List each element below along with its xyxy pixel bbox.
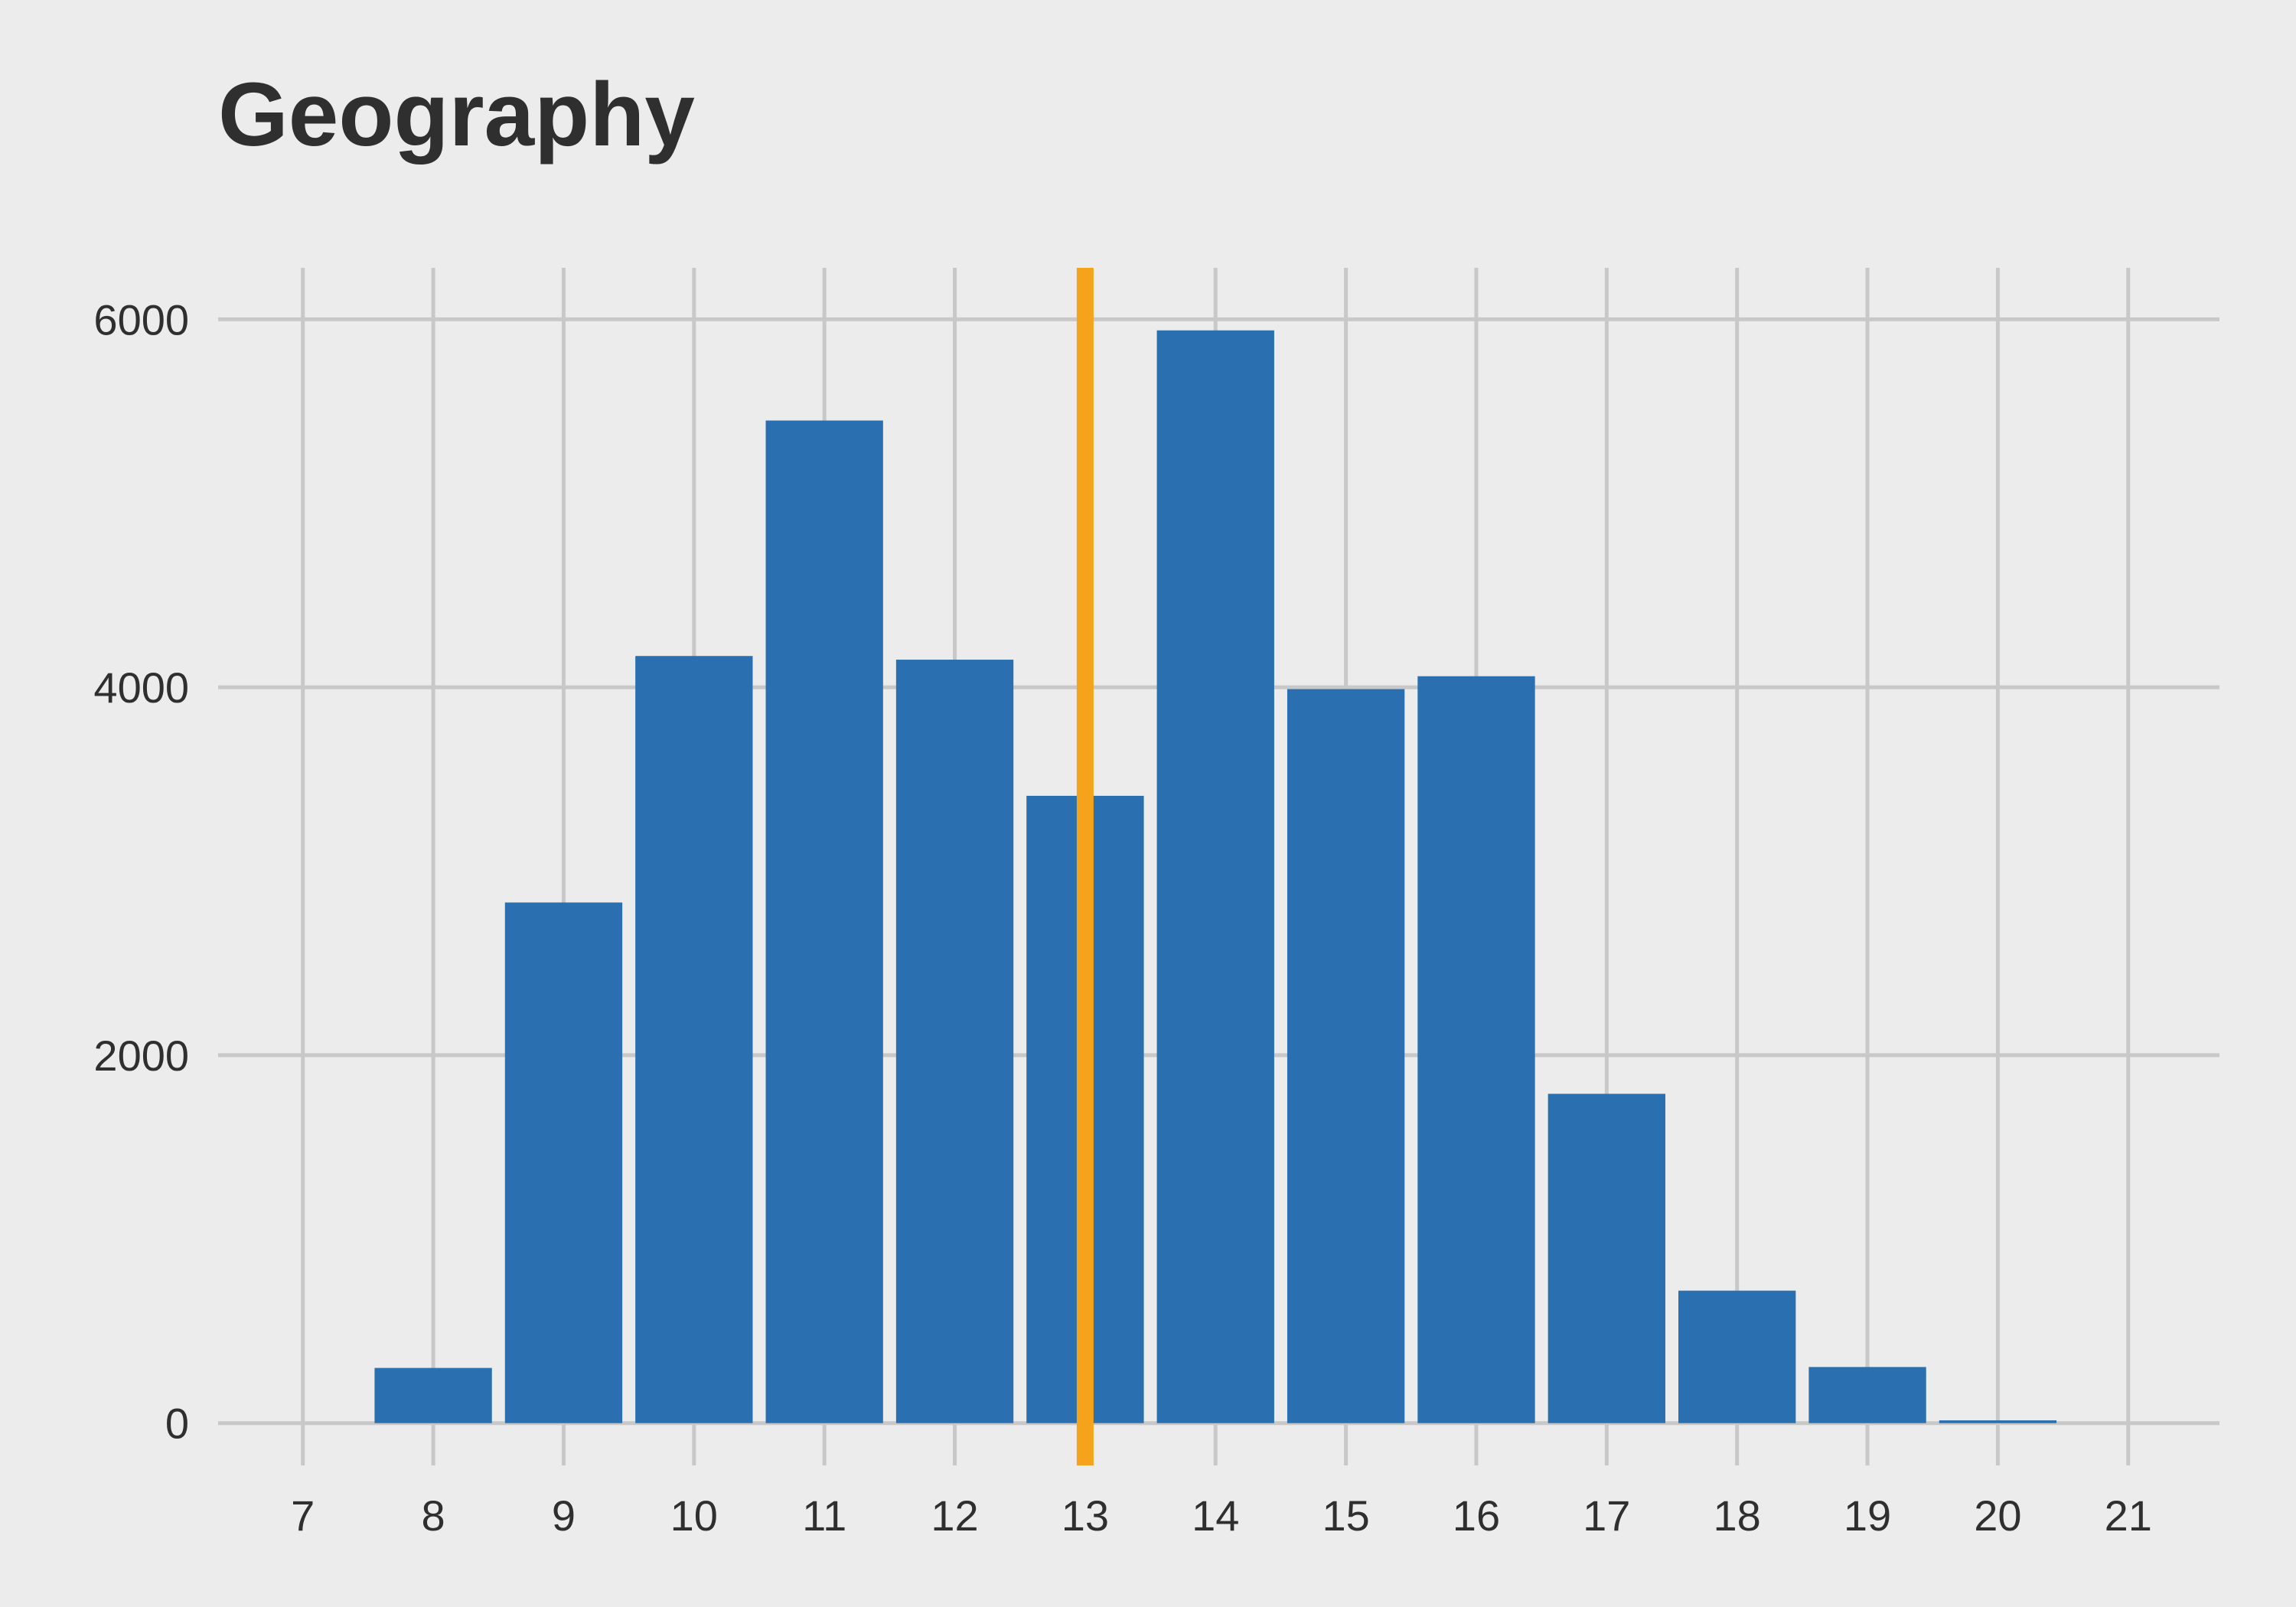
bar-10 [635, 656, 753, 1423]
y-tick-label: 2000 [93, 1032, 189, 1080]
bar-11 [765, 420, 883, 1423]
bar-8 [374, 1367, 492, 1423]
x-tick-label: 10 [670, 1491, 718, 1540]
x-tick-label: 11 [802, 1491, 846, 1540]
y-tick-label: 4000 [93, 663, 189, 712]
bar-16 [1417, 676, 1535, 1423]
chart-title: Geography [218, 64, 695, 165]
y-tick-label: 6000 [93, 295, 189, 344]
bar-20 [1939, 1420, 2057, 1423]
x-tick-label: 12 [931, 1491, 978, 1540]
bar-17 [1548, 1094, 1665, 1423]
x-tick-label: 17 [1583, 1491, 1630, 1540]
x-tick-label: 8 [422, 1491, 445, 1540]
bar-15 [1287, 689, 1405, 1423]
x-tick-label: 9 [552, 1491, 576, 1540]
x-tick-label: 14 [1192, 1491, 1239, 1540]
y-axis-tick-labels: 0 2000 4000 6000 [93, 295, 189, 1447]
x-axis-tick-labels: 7 8 9 10 11 12 13 14 15 16 17 18 19 20 21 [291, 1491, 2152, 1540]
bar-9 [504, 902, 623, 1423]
bars [374, 330, 2057, 1423]
bar-14 [1156, 330, 1274, 1423]
x-tick-label: 21 [2105, 1491, 2152, 1540]
x-tick-label: 13 [1062, 1491, 1109, 1540]
bar-12 [895, 660, 1014, 1423]
bar-19 [1808, 1367, 1926, 1423]
x-tick-label: 7 [291, 1491, 315, 1540]
x-tick-label: 16 [1453, 1491, 1500, 1540]
x-tick-label: 20 [1974, 1491, 2021, 1540]
x-tick-label: 15 [1322, 1491, 1369, 1540]
y-tick-label: 0 [165, 1400, 189, 1448]
x-tick-label: 18 [1714, 1491, 1761, 1540]
bar-18 [1678, 1290, 1796, 1423]
x-tick-label: 19 [1844, 1491, 1891, 1540]
